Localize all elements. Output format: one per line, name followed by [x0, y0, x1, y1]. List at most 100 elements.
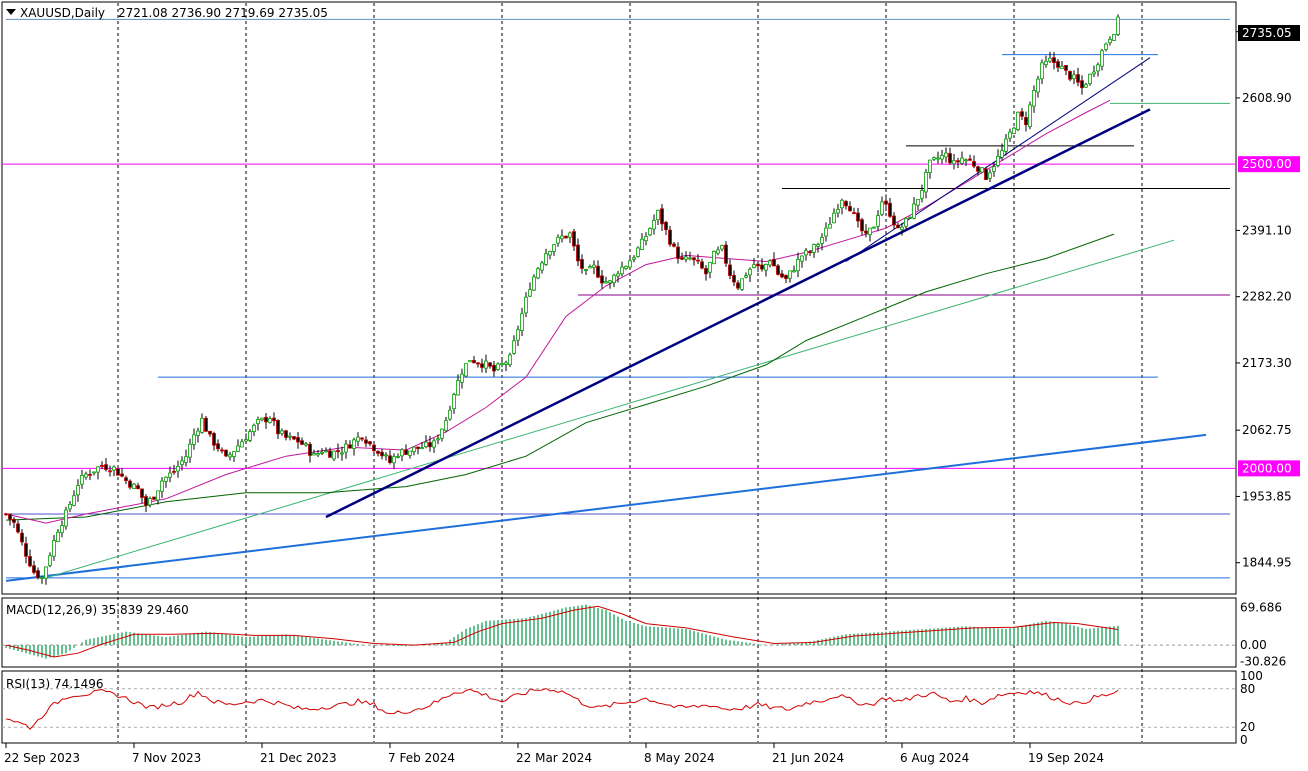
- candle-body: [352, 439, 356, 449]
- rsi-header: RSI(13) 74.1496: [6, 677, 104, 691]
- candle-body: [468, 360, 472, 363]
- candle-body: [496, 363, 500, 370]
- candle-body: [132, 483, 136, 490]
- moving-average-magenta: [5, 99, 1111, 524]
- candle-body: [944, 152, 948, 158]
- rsi-tick-label: 20: [1240, 720, 1255, 734]
- candle-body: [144, 496, 148, 506]
- candle-body: [928, 159, 932, 173]
- candle-body: [680, 257, 684, 260]
- candle-body: [896, 224, 900, 229]
- candle-body: [212, 433, 216, 446]
- candle-body: [356, 436, 360, 442]
- price-tick-label: 2608.90: [1242, 91, 1292, 105]
- candle-body: [776, 265, 780, 275]
- candle-body: [676, 246, 680, 259]
- rsi-line: [5, 687, 1119, 730]
- candle-body: [1044, 60, 1048, 66]
- current-price-label: 2735.05: [1242, 26, 1292, 40]
- candle-body: [44, 566, 48, 579]
- candle-body: [824, 227, 828, 237]
- candle-body: [100, 465, 104, 467]
- candle-body: [1056, 61, 1060, 68]
- candle-body: [632, 257, 636, 260]
- candle-body: [536, 268, 540, 279]
- time-tick-label: 22 Mar 2024: [516, 751, 592, 765]
- candle-body: [884, 200, 888, 205]
- candle-body: [76, 485, 80, 496]
- macd-panel-frame: [1, 597, 1237, 668]
- candle-body: [256, 419, 260, 425]
- price-tick-label: 1844.95: [1242, 556, 1292, 570]
- candle-body: [624, 265, 628, 269]
- macd-signal-line: [5, 605, 1119, 658]
- candle-body: [816, 244, 820, 247]
- candle-body: [24, 543, 28, 557]
- candle-body: [336, 450, 340, 453]
- candle-body: [872, 226, 876, 229]
- candle-body: [820, 236, 824, 244]
- candle-body: [244, 439, 248, 442]
- candle-body: [408, 450, 412, 456]
- candle-body: [240, 441, 244, 448]
- candle-body: [740, 278, 744, 290]
- candle-body: [728, 264, 732, 276]
- candle-body: [828, 223, 832, 229]
- candle-body: [444, 420, 448, 432]
- candle-body: [180, 460, 184, 465]
- time-tick-label: 19 Sep 2024: [1028, 751, 1104, 765]
- candle-body: [64, 509, 68, 527]
- candle-body: [628, 260, 632, 268]
- candle-body: [976, 166, 980, 172]
- candle-body: [520, 313, 524, 331]
- candle-body: [216, 443, 220, 450]
- candle-body: [8, 513, 12, 520]
- trendline-navy: [325, 108, 1151, 519]
- candle-body: [948, 153, 952, 164]
- candle-body: [236, 445, 240, 452]
- time-tick-label: 21 Dec 2023: [260, 751, 337, 765]
- candle-body: [160, 480, 164, 492]
- candle-body: [128, 480, 132, 488]
- symbol-menu-triangle-icon[interactable]: [6, 9, 16, 15]
- candle-body: [368, 441, 372, 445]
- candle-body: [832, 212, 836, 224]
- candle-body: [792, 270, 796, 273]
- candle-body: [532, 276, 536, 291]
- candle-body: [1104, 43, 1108, 50]
- candle-body: [788, 270, 792, 279]
- candle-body: [140, 488, 144, 498]
- candle-body: [276, 419, 280, 435]
- candle-body: [804, 250, 808, 256]
- price-axis: 2717.802608.902391.102282.202173.302062.…: [1236, 25, 1292, 747]
- candle-body: [512, 340, 516, 354]
- candle-body: [208, 430, 212, 435]
- candle-body: [436, 438, 440, 441]
- candle-body: [124, 477, 128, 481]
- candle-body: [556, 236, 560, 244]
- candle-body: [564, 235, 568, 239]
- candle-body: [516, 329, 520, 341]
- candle-body: [1112, 34, 1116, 41]
- candle-body: [652, 219, 656, 230]
- candle-body: [428, 442, 432, 448]
- candle-body: [508, 354, 512, 366]
- candle-body: [880, 201, 884, 215]
- candle-body: [920, 190, 924, 199]
- macd-header: MACD(12,26,9) 35.839 29.460: [6, 603, 189, 617]
- candle-body: [1012, 127, 1016, 134]
- candle-body: [684, 256, 688, 260]
- candle-body: [48, 555, 52, 566]
- candle-body: [172, 470, 176, 473]
- candle-body: [868, 227, 872, 236]
- candle-body: [524, 296, 528, 314]
- macd-indicator: [2, 604, 1236, 659]
- candle-body: [856, 212, 860, 222]
- price-tick-label: 2062.75: [1242, 423, 1292, 437]
- rsi-tick-label: 100: [1240, 669, 1263, 683]
- candle-body: [640, 238, 644, 250]
- candle-body: [1048, 57, 1052, 62]
- candle-body: [620, 266, 624, 275]
- candle-body: [576, 244, 580, 262]
- candle-body: [92, 471, 96, 474]
